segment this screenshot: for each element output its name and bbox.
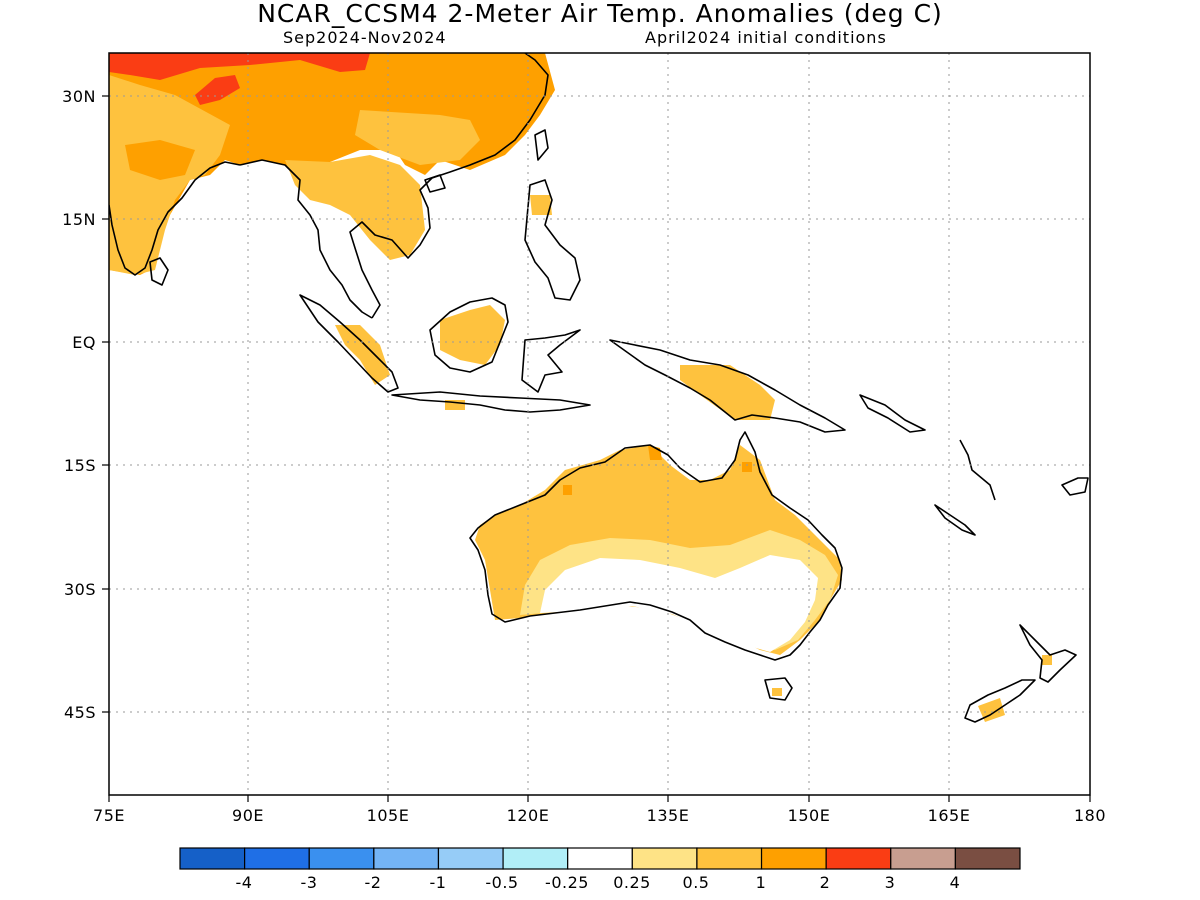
coast-borneo [429,297,509,373]
colorbar-swatch [244,847,310,870]
lon-label: 150E [788,806,831,825]
colorbar-swatch [631,847,698,870]
forecast-period: Sep2024-Nov2024 [283,28,447,47]
colorbar-swatch [437,847,504,870]
anomaly-philippines [530,195,552,215]
coast-sulawesi [521,329,581,393]
anomaly-new-zealand [978,698,1005,722]
coast-taiwan [534,129,549,161]
anomaly-borneo [440,305,505,365]
anomaly-australia-ne-hot [742,462,752,472]
colorbar-label: 4 [950,873,961,892]
coast-indochina [349,53,549,319]
anomaly-asia-orange [109,53,555,275]
lat-label: 45S [64,703,96,722]
coast-sumatra [299,294,399,393]
lon-label: 75E [93,806,125,825]
lon-label: 105E [367,806,410,825]
colorbar-swatch [502,847,569,870]
colorbar-label: 2 [820,873,831,892]
coast-india [109,161,241,276]
coast-philippines [524,179,581,301]
coast-solomons [859,394,926,433]
anomaly-new-zealand-north [1042,655,1052,665]
lon-label: 135E [647,806,690,825]
anomaly-australia-neutral [540,555,818,652]
colorbar-label: 3 [885,873,896,892]
colorbar-label: 0.25 [613,873,651,892]
coast-new-zealand-north [1019,624,1077,683]
lat-label: EQ [72,333,96,352]
colorbar-label: 0.5 [683,873,710,892]
anomaly-china-light [355,110,480,165]
lat-label: 15S [64,456,96,475]
colorbar-swatch [760,847,827,870]
colorbar-label: -1 [430,873,447,892]
colorbar-swatch [696,847,763,870]
lat-label: 15N [62,210,96,229]
coast-srilanka [149,257,169,286]
latitude-labels: 30N 15N EQ 15S 30S 45S [62,87,96,722]
anomaly-sumatra [335,325,390,385]
lat-label: 30S [64,580,96,599]
coast-java [391,391,591,413]
lon-label: 120E [507,806,550,825]
lon-label: 180 [1074,806,1106,825]
map-frame [108,52,1091,796]
colorbar-swatch [825,847,892,870]
anomaly-new-guinea [680,365,775,420]
colorbar-labels: -4 -3 -2 -1 -0.5 -0.25 0.25 0.5 1 2 3 4 [236,873,961,892]
colorbar-label: -4 [236,873,253,892]
longitude-labels: 75E 90E 105E 120E 135E 150E 165E 180 [93,806,1106,825]
colorbar-swatch [308,847,375,870]
initial-conditions: April2024 initial conditions [645,28,887,47]
coast-new-zealand-south [964,679,1036,723]
coast-australia [469,431,843,661]
colorbar-swatch [890,847,956,870]
lat-label: 30N [62,87,96,106]
axis-ticks [102,95,1091,802]
anomaly-australia-nw-hot [563,485,572,495]
colorbar-label: -2 [365,873,382,892]
colorbar-label: -0.5 [485,873,518,892]
anomaly-india-core [125,140,195,180]
coast-tasmania [764,677,793,701]
colorbar: -4 -3 -2 -1 -0.5 -0.25 0.25 0.5 1 2 3 4 [179,847,1021,892]
anomaly-tibet-hot [195,75,240,105]
gridlines [109,53,1090,795]
coast-vanuatu-fiji [959,439,1089,501]
anomaly-tasmania [772,688,782,696]
coast-new-caledonia [934,504,976,536]
colorbar-label: -3 [301,873,318,892]
coast-myanmar-thai [239,159,373,319]
colorbar-label: 1 [756,873,767,892]
coast-hainan [424,174,446,193]
coast-new-guinea [609,339,846,433]
anomaly-map [109,53,1089,723]
colorbar-swatch [373,847,440,870]
coastlines [109,53,1089,723]
map-title: NCAR_CCSM4 2-Meter Air Temp. Anomalies (… [257,0,943,28]
anomaly-indochina [285,155,425,260]
colorbar-swatches [179,847,1021,870]
colorbar-label: -0.25 [545,873,589,892]
colorbar-swatch [567,847,633,870]
lon-label: 90E [232,806,264,825]
colorbar-swatch [179,847,246,870]
lon-label: 165E [928,806,971,825]
colorbar-swatch [954,847,1021,870]
anomaly-mongolia-hot [109,53,370,80]
anomaly-australia-north-hot [648,445,662,460]
